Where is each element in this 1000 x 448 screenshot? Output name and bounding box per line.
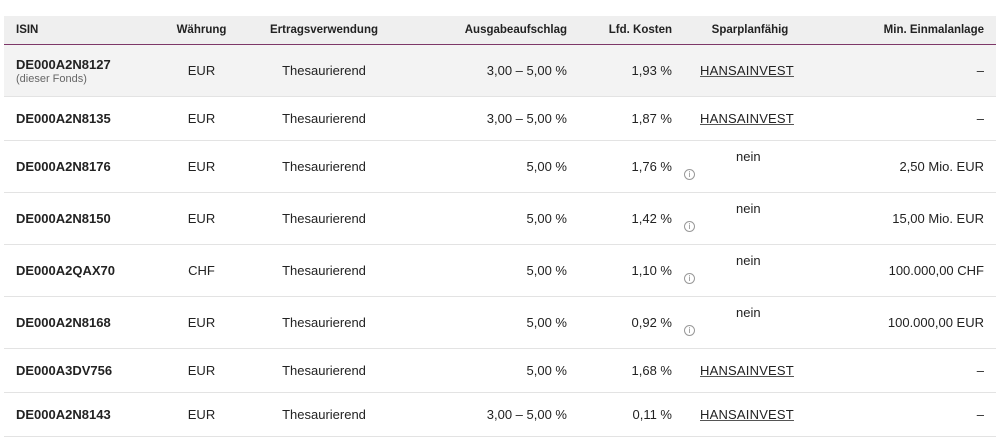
costs-cell: 1,87 %: [579, 96, 684, 141]
isin-value: DE000A2N8150: [16, 211, 111, 226]
currency-cell: EUR: [154, 392, 249, 437]
fee-cell: 5,00 %: [399, 140, 579, 193]
fee-cell: 5,00 %: [399, 296, 579, 349]
currency-cell: EUR: [154, 44, 249, 97]
costs-cell: 1,93 %: [579, 44, 684, 97]
column-header-costs[interactable]: Lfd. Kosten: [579, 16, 684, 45]
savings-plan-provider-link[interactable]: HANSAINVEST: [700, 111, 794, 126]
savings-plan-cell: nein i: [684, 244, 816, 297]
min-investment-cell: 2,50 Mio. EUR: [816, 140, 996, 193]
table-row[interactable]: DE000A2N8143 EUR Thesaurierend 3,00 – 5,00 …: [4, 392, 996, 437]
info-icon[interactable]: i: [684, 273, 695, 284]
column-header-min-investment[interactable]: Min. Einmalanlage: [816, 16, 996, 45]
column-header-isin[interactable]: ISIN: [4, 16, 154, 45]
info-icon[interactable]: i: [684, 325, 695, 336]
usage-cell: Thesaurierend: [249, 44, 399, 97]
usage-cell: Thesaurierend: [249, 392, 399, 437]
currency-cell: EUR: [154, 296, 249, 349]
isin-value: DE000A2N8176: [16, 159, 111, 174]
table-row[interactable]: DE000A2N8168 EUR Thesaurierend 5,00 % 0,92 %…: [4, 296, 996, 349]
min-investment-cell: –: [816, 348, 996, 393]
table-header-row: ISIN Währung Ertragsverwendung Ausgabeau…: [4, 16, 996, 45]
savings-plan-cell: nein i: [684, 296, 816, 349]
table-header: ISIN Währung Ertragsverwendung Ausgabeau…: [4, 16, 996, 45]
savings-plan-value: nein: [736, 305, 761, 320]
costs-cell: 0,11 %: [579, 392, 684, 437]
savings-plan-provider-link[interactable]: HANSAINVEST: [700, 63, 794, 78]
min-investment-cell: –: [816, 96, 996, 141]
savings-plan-provider-link[interactable]: HANSAINVEST: [700, 363, 794, 378]
min-investment-cell: 100.000,00 CHF: [816, 244, 996, 297]
table-row[interactable]: DE000A3DV756 EUR Thesaurierend 5,00 % 1,68 %…: [4, 348, 996, 393]
savings-plan-cell: HANSAINVEST: [684, 96, 816, 141]
isin-cell: DE000A2N8168: [4, 296, 154, 349]
column-header-usage[interactable]: Ertragsverwendung: [249, 16, 399, 45]
column-header-savings-plan[interactable]: Sparplanfähig: [684, 16, 816, 45]
info-icon[interactable]: i: [684, 221, 695, 232]
currency-cell: EUR: [154, 192, 249, 245]
savings-plan-cell: HANSAINVEST: [684, 348, 816, 393]
currency-cell: EUR: [154, 140, 249, 193]
column-header-fee[interactable]: Ausgabeaufschlag: [399, 16, 579, 45]
isin-cell: DE000A2N8150: [4, 192, 154, 245]
savings-plan-value: nein: [736, 149, 761, 164]
currency-cell: EUR: [154, 348, 249, 393]
savings-plan-provider-link[interactable]: HANSAINVEST: [700, 407, 794, 422]
isin-value: DE000A2N8168: [16, 315, 111, 330]
savings-plan-value: nein: [736, 253, 761, 268]
usage-cell: Thesaurierend: [249, 348, 399, 393]
fee-cell: 3,00 – 5,00 %: [399, 44, 579, 97]
currency-cell: EUR: [154, 96, 249, 141]
isin-value: DE000A3DV756: [16, 363, 113, 378]
usage-cell: Thesaurierend: [249, 296, 399, 349]
isin-cell: DE000A2N8127 (dieser Fonds): [4, 44, 154, 97]
usage-cell: Thesaurierend: [249, 96, 399, 141]
info-icon[interactable]: i: [684, 169, 695, 180]
min-investment-cell: 100.000,00 EUR: [816, 296, 996, 349]
min-investment-cell: –: [816, 392, 996, 437]
costs-cell: 0,92 %: [579, 296, 684, 349]
table-row[interactable]: DE000A2N8150 EUR Thesaurierend 5,00 % 1,42 %…: [4, 192, 996, 245]
isin-cell: DE000A2N8135: [4, 96, 154, 141]
usage-cell: Thesaurierend: [249, 192, 399, 245]
isin-cell: DE000A2N8143: [4, 392, 154, 437]
table-row[interactable]: DE000A2N8176 EUR Thesaurierend 5,00 % 1,76 %…: [4, 140, 996, 193]
costs-cell: 1,68 %: [579, 348, 684, 393]
isin-value: DE000A2N8127: [16, 56, 111, 72]
fee-cell: 3,00 – 5,00 %: [399, 96, 579, 141]
current-fund-note: (dieser Fonds): [16, 72, 87, 85]
savings-plan-cell: nein i: [684, 140, 816, 193]
table-row[interactable]: DE000A2N8127 (dieser Fonds) EUR Thesauriere…: [4, 44, 996, 97]
isin-cell: DE000A2N8176: [4, 140, 154, 193]
savings-plan-cell: nein i: [684, 192, 816, 245]
fee-cell: 5,00 %: [399, 192, 579, 245]
min-investment-cell: –: [816, 44, 996, 97]
share-class-table: ISIN Währung Ertragsverwendung Ausgabeau…: [4, 16, 996, 437]
fee-cell: 3,00 – 5,00 %: [399, 392, 579, 437]
savings-plan-value: nein: [736, 201, 761, 216]
savings-plan-cell: HANSAINVEST: [684, 44, 816, 97]
column-header-currency[interactable]: Währung: [154, 16, 249, 45]
costs-cell: 1,76 %: [579, 140, 684, 193]
isin-value: DE000A2N8135: [16, 111, 111, 126]
isin-value: DE000A2QAX70: [16, 263, 115, 278]
savings-plan-cell: HANSAINVEST: [684, 392, 816, 437]
usage-cell: Thesaurierend: [249, 244, 399, 297]
isin-value: DE000A2N8143: [16, 407, 111, 422]
fee-cell: 5,00 %: [399, 244, 579, 297]
table-body: DE000A2N8127 (dieser Fonds) EUR Thesauriere…: [4, 44, 996, 437]
table-row[interactable]: DE000A2N8135 EUR Thesaurierend 3,00 – 5,00 …: [4, 96, 996, 141]
costs-cell: 1,42 %: [579, 192, 684, 245]
fee-cell: 5,00 %: [399, 348, 579, 393]
costs-cell: 1,10 %: [579, 244, 684, 297]
table-row[interactable]: DE000A2QAX70 CHF Thesaurierend 5,00 % 1,10 %…: [4, 244, 996, 297]
isin-cell: DE000A3DV756: [4, 348, 154, 393]
currency-cell: CHF: [154, 244, 249, 297]
isin-cell: DE000A2QAX70: [4, 244, 154, 297]
min-investment-cell: 15,00 Mio. EUR: [816, 192, 996, 245]
usage-cell: Thesaurierend: [249, 140, 399, 193]
